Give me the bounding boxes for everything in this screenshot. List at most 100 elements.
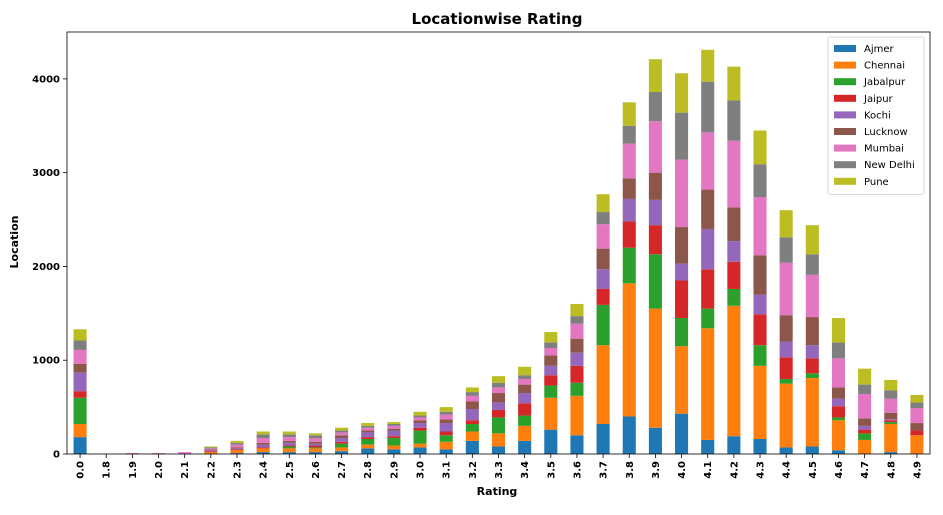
bar-segment (831, 342, 846, 359)
x-tick-label: 3.8 (625, 461, 636, 479)
bar-segment (282, 440, 296, 443)
bar-segment (779, 383, 793, 448)
bar-segment (727, 305, 741, 437)
legend-swatch (834, 45, 856, 52)
bar-segment (805, 345, 819, 359)
x-tick-label: 3.5 (546, 461, 557, 479)
bar-segment (570, 352, 584, 366)
bar-segment (204, 448, 218, 450)
bar-segment (256, 434, 270, 439)
bar-segment (884, 390, 898, 399)
bar-segment (230, 444, 244, 448)
bar-segment (622, 102, 636, 126)
x-tick-label: 3.0 (416, 461, 427, 479)
bar-segment (701, 81, 715, 133)
bar-segment (387, 438, 401, 446)
x-tick-label: 3.2 (468, 461, 479, 479)
bar-segment (439, 441, 453, 450)
x-tick-label: 1.9 (128, 461, 139, 479)
bar-segment (858, 393, 872, 419)
x-tick-label: 2.2 (206, 461, 217, 479)
bar-segment (570, 382, 584, 396)
bar-segment (204, 449, 218, 451)
bar-segment (413, 443, 427, 448)
legend-entry-label: New Delhi (864, 160, 915, 171)
bar-segment (805, 225, 819, 255)
bar-segment (518, 384, 532, 394)
bar-segment (570, 316, 584, 324)
bar-segment (727, 436, 741, 454)
bar-segment (884, 452, 898, 454)
bar-segment (648, 121, 662, 173)
bar-segment (858, 418, 872, 426)
bar-segment (596, 224, 610, 249)
legend-entry-label: Chennai (864, 61, 905, 72)
legend-entry-label: Mumbai (864, 144, 904, 155)
bar-segment (648, 199, 662, 226)
bar-segment (805, 317, 819, 346)
x-tick-label: 2.6 (311, 461, 322, 479)
bar-segment (465, 420, 479, 424)
bar-segment (465, 423, 479, 432)
bar-segment (151, 453, 166, 454)
bar-segment (282, 437, 296, 441)
bar-segment (910, 408, 924, 424)
bar-segment (361, 444, 375, 449)
bar-segment (465, 408, 479, 421)
bar-segment (727, 66, 741, 101)
bar-segment (701, 308, 715, 329)
bar-segment (544, 385, 558, 398)
bar-segment (544, 397, 558, 430)
bar-segment (596, 288, 610, 305)
bar-segment (570, 338, 584, 353)
bar-segment (570, 435, 584, 454)
y-tick-label: 4000 (32, 74, 60, 85)
bar-segment (779, 210, 793, 238)
bar-segment (439, 435, 453, 442)
bar-segment (596, 345, 610, 424)
bar-segment (413, 430, 427, 444)
x-tick-label: 1.8 (102, 461, 113, 479)
bar-segment (753, 164, 767, 198)
bar-segment (282, 446, 296, 449)
x-tick-label: 3.4 (520, 461, 531, 479)
bar-segment (518, 393, 532, 404)
bar-segment (910, 394, 924, 403)
bar-segment (884, 379, 898, 391)
bar-segment (335, 435, 349, 439)
bar-segment (805, 446, 819, 454)
bar-segment (204, 447, 218, 449)
bar-segment (701, 189, 715, 229)
bar-segment (831, 420, 846, 451)
y-axis-label: Location (8, 216, 21, 269)
bar-segment (73, 437, 87, 454)
bar-segment (805, 373, 819, 379)
bar-segment (831, 398, 846, 407)
legend-swatch (834, 61, 856, 69)
bar-segment (439, 411, 453, 415)
bar-segment (701, 49, 715, 82)
bar-segment (439, 407, 453, 412)
x-axis-label: Rating (477, 485, 518, 498)
bar-segment (413, 411, 427, 416)
bar-segment (753, 130, 767, 165)
bar-segment (73, 423, 87, 438)
bar-segment (544, 332, 558, 343)
bar-segment (387, 436, 401, 439)
bar-segment (256, 448, 270, 453)
bar-segment (675, 346, 689, 414)
bar-segment (831, 387, 846, 399)
bar-segment (230, 448, 244, 450)
bar-segment (622, 416, 636, 454)
bar-segment (884, 398, 898, 413)
bar-segment (622, 125, 636, 144)
bar-segment (282, 442, 296, 446)
y-tick-label: 3000 (32, 168, 60, 179)
bar-segment (387, 430, 401, 437)
bar-segment (204, 452, 218, 454)
bar-segment (308, 448, 322, 453)
bar-segment (753, 294, 767, 315)
bar-segment (544, 348, 558, 356)
bar-segment (491, 409, 506, 418)
bar-segment (73, 329, 87, 341)
